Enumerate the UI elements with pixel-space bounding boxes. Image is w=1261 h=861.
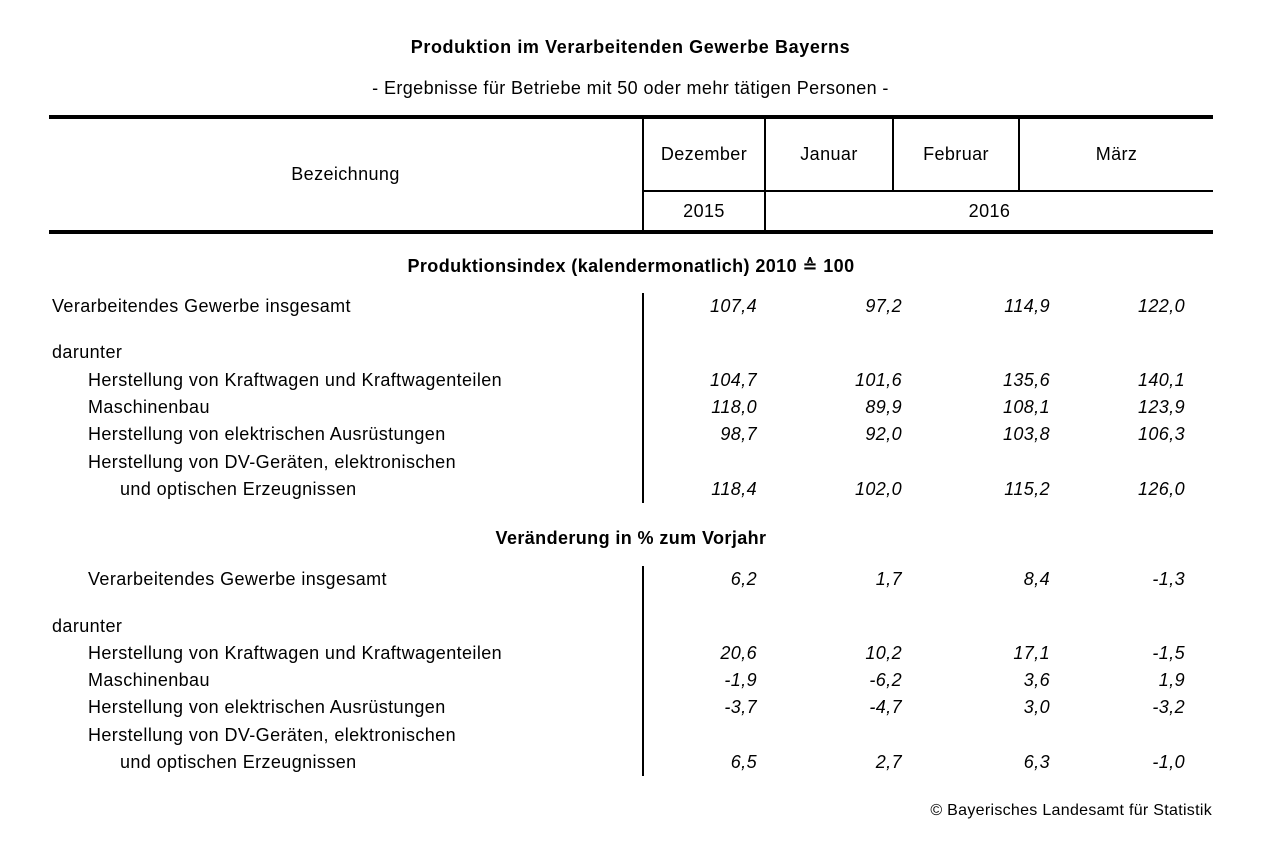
- cell-value: 101,6: [854, 369, 902, 390]
- table-row: Maschinenbau -1,9 -6,2 3,6 1,9: [49, 667, 1213, 694]
- cell-value: 1,7: [875, 569, 902, 590]
- cell-value: 123,9: [1137, 397, 1185, 418]
- column-header-dezember: Dezember: [642, 119, 764, 192]
- cell-value: 1,9: [1158, 670, 1185, 691]
- table-row: Herstellung von DV-Geräten, elektronisch…: [49, 722, 1213, 749]
- row-label: und optischen Erzeugnissen: [120, 478, 357, 499]
- cell-value: 20,6: [720, 642, 757, 663]
- section-produktionsindex: Produktionsindex (kalendermonatlich) 201…: [49, 256, 1213, 504]
- row-label: Herstellung von elektrischen Ausrüstunge…: [88, 424, 446, 445]
- row-spacer: [49, 593, 1213, 612]
- row-label: Verarbeitendes Gewerbe insgesamt: [52, 296, 351, 317]
- row-label: Herstellung von DV-Geräten, elektronisch…: [88, 451, 456, 472]
- cell-value: 2,7: [875, 752, 902, 772]
- cell-value: -6,2: [869, 670, 902, 691]
- cell-value: 102,0: [854, 478, 902, 499]
- cell-value: 3,6: [1023, 670, 1050, 691]
- row-label: darunter: [52, 615, 123, 636]
- cell-value: 115,2: [1004, 478, 1050, 499]
- table-row: und optischen Erzeugnissen 118,4 102,0 115,…: [49, 476, 1213, 503]
- column-header-bezeichnung: Bezeichnung: [291, 164, 400, 184]
- table-row: Verarbeitendes Gewerbe insgesamt 6,2 1,7 8,…: [49, 566, 1213, 593]
- row-spacer: [49, 320, 1213, 339]
- section-heading: Produktionsindex (kalendermonatlich) 201…: [407, 256, 855, 276]
- table-row: Maschinenbau 118,0 89,9 108,1 123,9: [49, 394, 1213, 421]
- cell-value: 103,8: [1002, 424, 1050, 445]
- cell-value: 98,7: [720, 424, 757, 445]
- table-row: Herstellung von elektrischen Ausrüstunge…: [49, 421, 1213, 448]
- row-label: Maschinenbau: [88, 397, 210, 418]
- cell-value: 8,4: [1023, 569, 1050, 590]
- cell-value: 6,2: [730, 569, 757, 590]
- row-label: darunter: [52, 342, 123, 363]
- cell-value: 118,4: [711, 478, 757, 499]
- cell-value: 135,6: [1002, 369, 1050, 390]
- row-label: Herstellung von elektrischen Ausrüstunge…: [88, 697, 446, 718]
- cell-value: 140,1: [1137, 369, 1185, 390]
- section-rows: Verarbeitendes Gewerbe insgesamt 6,2 1,7 8,…: [49, 566, 1213, 777]
- column-header-maerz: März: [1018, 119, 1213, 192]
- cell-value: -4,7: [869, 697, 902, 718]
- row-label: und optischen Erzeugnissen: [120, 752, 357, 772]
- cell-value: 6,5: [730, 752, 757, 772]
- column-header-januar: Januar: [764, 119, 892, 192]
- cell-value: -3,2: [1152, 697, 1185, 718]
- cell-value: 104,7: [709, 369, 757, 390]
- page-subtitle: - Ergebnisse für Betriebe mit 50 oder me…: [372, 78, 889, 98]
- section-heading: Veränderung in % zum Vorjahr: [495, 528, 767, 549]
- statistics-table: Bezeichnung Dezember Januar Februar März…: [49, 115, 1213, 777]
- row-label: Maschinenbau: [88, 670, 210, 691]
- year-header-2015: 2015: [642, 192, 764, 230]
- table-header: Bezeichnung Dezember Januar Februar März…: [49, 115, 1213, 234]
- section-veraenderung: Veränderung in % zum Vorjahr Verarbeiten…: [49, 528, 1213, 777]
- cell-value: 107,4: [709, 296, 757, 317]
- cell-value: -3,7: [724, 697, 757, 718]
- cell-value: 114,9: [1004, 296, 1050, 317]
- page-title: Produktion im Verarbeitenden Gewerbe Bay…: [410, 37, 851, 57]
- column-header-februar: Februar: [892, 119, 1018, 192]
- cell-value: 122,0: [1137, 296, 1185, 317]
- cell-value: 3,0: [1023, 697, 1050, 718]
- cell-value: -1,9: [724, 670, 757, 691]
- cell-value: 108,1: [1002, 397, 1050, 418]
- cell-value: -1,3: [1152, 569, 1185, 590]
- year-header-2016: 2016: [764, 192, 1213, 230]
- cell-value: 97,2: [865, 296, 902, 317]
- cell-value: 118,0: [711, 397, 757, 418]
- cell-value: -1,5: [1152, 642, 1185, 663]
- copyright-note: © Bayerisches Landesamt für Statistik: [930, 802, 1212, 819]
- table-row: Herstellung von Kraftwagen und Kraftwage…: [49, 367, 1213, 394]
- cell-value: 92,0: [865, 424, 902, 445]
- table-row: und optischen Erzeugnissen 6,5 2,7 6,3 -1,0: [49, 749, 1213, 776]
- cell-value: 17,1: [1013, 642, 1050, 663]
- table-row: Herstellung von Kraftwagen und Kraftwage…: [49, 640, 1213, 667]
- table-row: darunter: [49, 612, 1213, 639]
- cell-value: -1,0: [1152, 752, 1185, 772]
- table-row: Herstellung von elektrischen Ausrüstunge…: [49, 694, 1213, 721]
- table-row: Herstellung von DV-Geräten, elektronisch…: [49, 448, 1213, 475]
- cell-value: 6,3: [1023, 752, 1050, 772]
- row-label: Verarbeitendes Gewerbe insgesamt: [88, 569, 387, 590]
- table-row: Verarbeitendes Gewerbe insgesamt 107,4 97,…: [49, 293, 1213, 320]
- cell-value: 106,3: [1137, 424, 1185, 445]
- row-label: Herstellung von Kraftwagen und Kraftwage…: [88, 369, 503, 390]
- section-rows: Verarbeitendes Gewerbe insgesamt 107,4 97,…: [49, 293, 1213, 504]
- cell-value: 10,2: [865, 642, 902, 663]
- row-label: Herstellung von DV-Geräten, elektronisch…: [88, 724, 456, 745]
- cell-value: 89,9: [865, 397, 902, 418]
- table-row: darunter: [49, 339, 1213, 366]
- row-label: Herstellung von Kraftwagen und Kraftwage…: [88, 642, 503, 663]
- cell-value: 126,0: [1137, 478, 1185, 499]
